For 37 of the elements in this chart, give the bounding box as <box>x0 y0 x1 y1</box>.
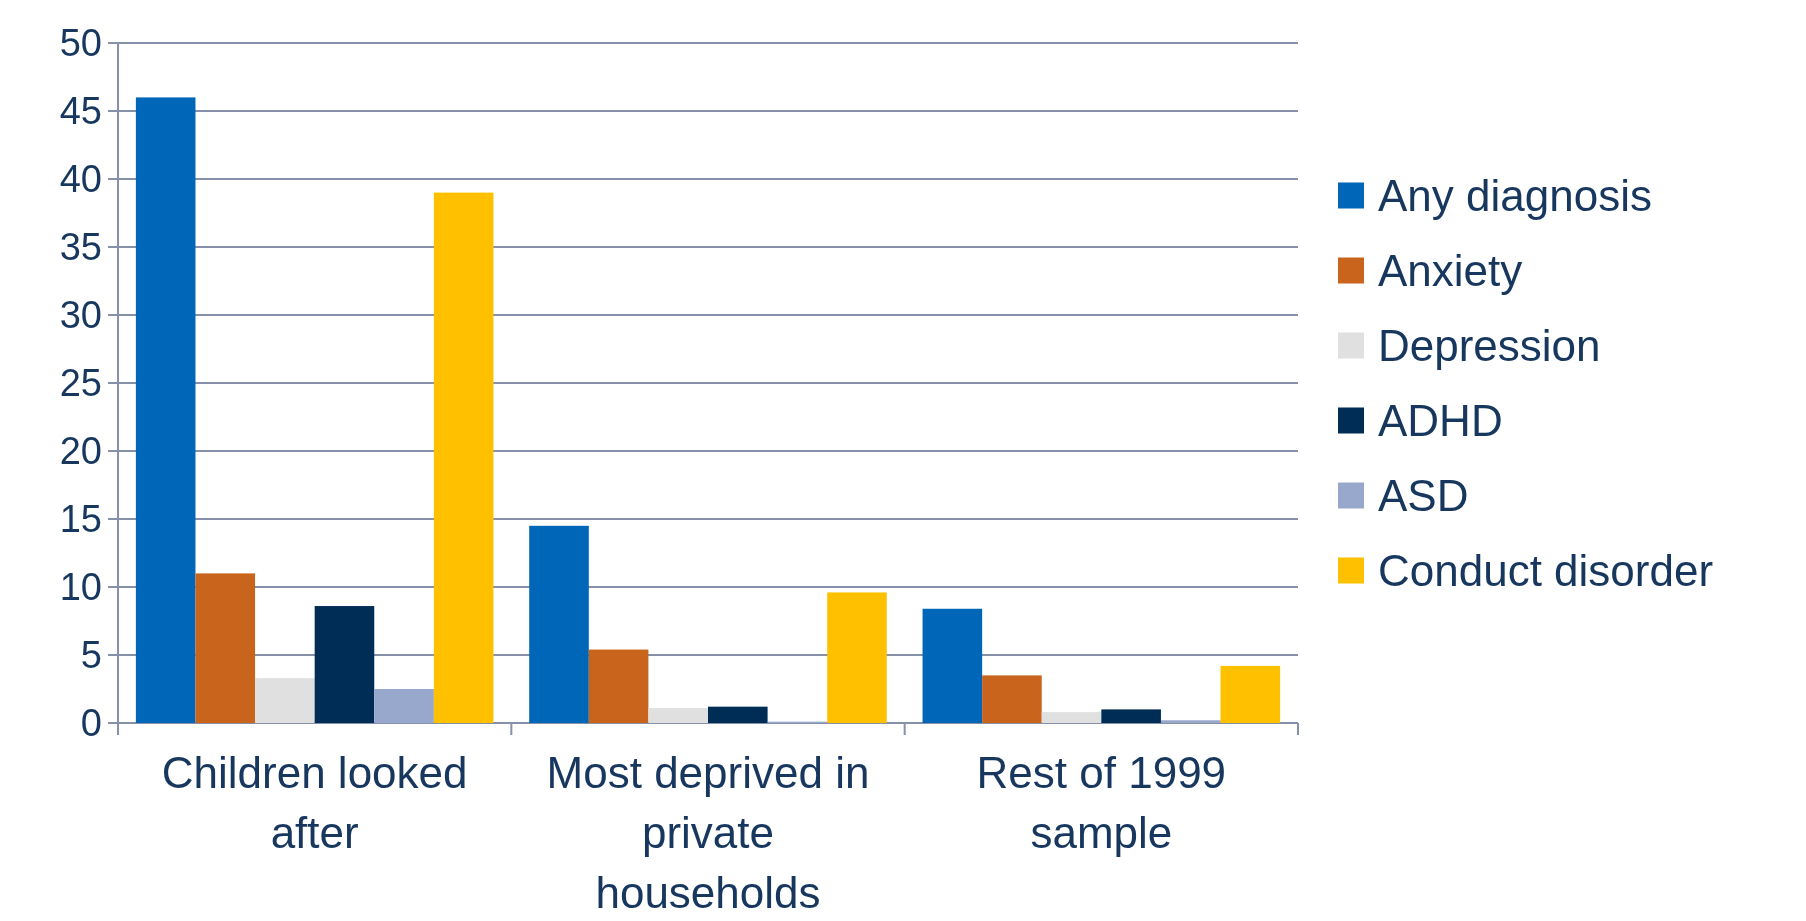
bar <box>982 675 1042 723</box>
bar <box>255 678 315 723</box>
bar <box>1101 709 1161 723</box>
bar <box>195 573 256 723</box>
y-tick-label: 25 <box>59 362 102 405</box>
legend-label: Conduct disorder <box>1378 545 1714 595</box>
x-tick-label: Most deprived in private households <box>546 748 870 917</box>
legend-label: Anxiety <box>1378 245 1523 295</box>
bar <box>588 649 649 723</box>
bar <box>374 689 434 723</box>
bar <box>314 606 375 723</box>
legend-label: Any diagnosis <box>1378 170 1652 220</box>
y-tick-label: 0 <box>80 702 102 745</box>
bar <box>1160 720 1221 723</box>
bar <box>433 192 494 723</box>
bar <box>1041 712 1102 723</box>
y-tick-label: 45 <box>59 90 102 133</box>
y-tick-label: 30 <box>59 294 102 337</box>
x-tick-label: Children looked after <box>161 748 468 857</box>
y-tick-label: 15 <box>59 498 102 541</box>
bar <box>135 97 196 723</box>
bar <box>922 608 983 723</box>
bar <box>708 706 768 723</box>
y-tick-label: 5 <box>80 634 102 677</box>
bar <box>1220 665 1281 723</box>
legend-label: Depression <box>1378 320 1601 370</box>
legend-label: ASD <box>1378 470 1469 520</box>
bar <box>648 708 708 723</box>
bar <box>827 592 887 723</box>
legend-label: ADHD <box>1378 395 1503 445</box>
y-tick-label: 50 <box>59 22 102 65</box>
x-tick-label: Rest of 1999 sample <box>976 748 1227 857</box>
y-tick-label: 20 <box>59 430 102 473</box>
y-tick-label: 10 <box>59 566 102 609</box>
y-tick-label: 35 <box>59 226 102 269</box>
y-tick-label: 40 <box>59 158 102 201</box>
bar <box>529 525 589 723</box>
